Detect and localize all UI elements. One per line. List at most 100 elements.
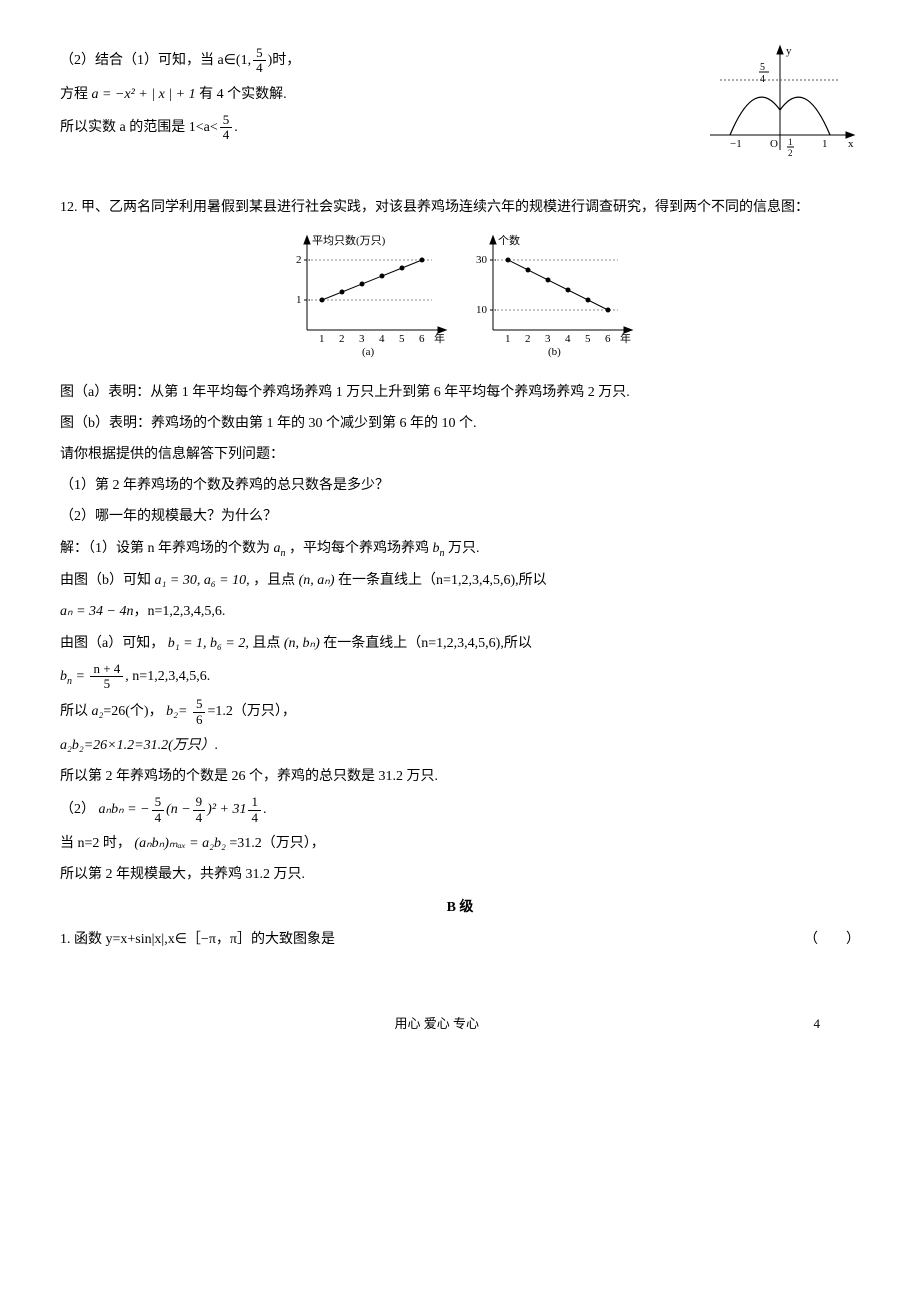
frac-5-4-b: 54 [220, 113, 233, 143]
a2b2-prod: a₂b₂=26×1.2=31.2(万只）. [60, 733, 860, 758]
pt-bn: (n, bₙ) [284, 636, 320, 651]
b2l: b₂= [166, 704, 187, 719]
svg-text:5: 5 [585, 333, 591, 345]
q1-paren: （ ） [804, 927, 860, 952]
svg-text:1: 1 [319, 333, 325, 345]
chart-a-title: 平均只数(万只) [312, 234, 386, 247]
svg-text:1: 1 [505, 333, 511, 345]
origin-label: O [770, 138, 778, 150]
chart-a: 平均只数(万只) 年 1 2 123456 (a) [282, 230, 452, 369]
so: 所以 [60, 704, 88, 719]
cb-yt2: 30 [476, 254, 488, 266]
sh3: 万只. [448, 541, 480, 556]
svg-text:4: 4 [565, 333, 571, 345]
top-parabola-figure: y x O 5 4 −1 1 2 1 [700, 40, 860, 179]
pt-an: (n, aₙ) [299, 573, 335, 588]
p3b: . [234, 120, 238, 135]
cb-yt1: 10 [476, 304, 488, 316]
bn-tail: , n=1,2,3,4,5,6. [125, 669, 210, 684]
svg-text:6: 6 [605, 333, 611, 345]
p1-b: 时， [272, 53, 300, 68]
line-a: 由图（a）可知， b₁ = 1, b₆ = 2, 且点 (n, bₙ) 在一条直… [60, 631, 860, 656]
p2b: 有 4 个实数解. [199, 87, 287, 102]
desc-b: 图（b）表明：养鸡场的个数由第 1 年的 30 个减少到第 6 年的 10 个. [60, 411, 860, 436]
anbn-mid: (n − [166, 802, 191, 817]
sol-head: 解：（1）设第 n 年养鸡场的个数为 an ，平均每个养鸡场养鸡 bn 万只. [60, 536, 860, 563]
y-mark-num: 5 [760, 62, 765, 73]
n2b: =31.2（万只）， [229, 836, 324, 851]
y-axis-label: y [786, 45, 792, 57]
f94: 94 [193, 795, 206, 825]
line-b: 由图（b）可知 a₁ = 30, a₆ = 10, ，且点 (n, aₙ) 在一… [60, 568, 860, 593]
xtick-1: 1 [822, 138, 828, 150]
f54: 54 [152, 795, 165, 825]
part2: （2） aₙbₙ = −54(n −94)² + 3114. [60, 795, 860, 825]
svg-text:6: 6 [419, 333, 425, 345]
an-formula-line: aₙ = 34 − 4n，n=1,2,3,4,5,6. [60, 599, 860, 624]
bn-frac: n + 45 [90, 662, 123, 692]
desc-a: 图（a）表明：从第 1 年平均每个养鸡场养鸡 1 万只上升到第 6 年平均每个养… [60, 380, 860, 405]
svg-text:4: 4 [379, 333, 385, 345]
bn-sym: bn [433, 541, 445, 556]
svg-text:2: 2 [525, 333, 531, 345]
an-formula: aₙ = 34 − 4n [60, 604, 133, 619]
la1: 由图（a）可知， [60, 636, 164, 651]
lb3: 在一条直线上（n=1,2,3,4,5,6),所以 [338, 573, 547, 588]
charts-row: 平均只数(万只) 年 1 2 123456 (a) [60, 230, 860, 369]
lb1: 由图（b）可知 [60, 573, 151, 588]
la3: 在一条直线上（n=1,2,3,4,5,6),所以 [323, 636, 532, 651]
q1-text: 1. 函数 y=x+sin|x|,x∈［−π，π］的大致图象是 [60, 927, 335, 952]
p2a: 方程 [60, 87, 88, 102]
a1a6: a₁ = 30, a₆ = 10, [155, 573, 250, 588]
cb-xticks: 123456 [505, 333, 611, 345]
q12: 12. 甲、乙两名同学利用暑假到某县进行社会实践，对该县养鸡场连续六年的规模进行… [60, 195, 860, 220]
n2a: 当 n=2 时， [60, 836, 131, 851]
a2b2: a₂b₂=26×1.2=31.2(万只）. [60, 738, 218, 753]
svg-text:5: 5 [399, 333, 405, 345]
chart-b: 个数 年 10 30 123456 (b) [468, 230, 638, 369]
f14: 14 [248, 795, 261, 825]
sh2: ，平均每个养鸡场养鸡 [289, 541, 429, 556]
parabola-svg: y x O 5 4 −1 1 2 1 [700, 40, 860, 170]
chart-b-title: 个数 [498, 234, 520, 247]
a2b2-values: 所以 a₂=26(个)， b₂= 56=1.2（万只）， [60, 697, 860, 727]
y-mark-den: 4 [760, 74, 765, 85]
an-sym: an [274, 541, 286, 556]
page-number: 4 [814, 1012, 821, 1035]
footer: 用心 爱心 专心 4 [60, 1012, 860, 1035]
ca-yt1: 1 [296, 294, 302, 306]
xtick-neg1: −1 [730, 138, 742, 150]
conclusion1: 所以第 2 年养鸡场的个数是 26 个，养鸡的总只数是 31.2 万只. [60, 764, 860, 789]
la2: 且点 [252, 636, 280, 651]
a2: a₂ [92, 704, 104, 719]
lb2: ，且点 [253, 573, 295, 588]
anbn-lhs: aₙbₙ = − [99, 802, 150, 817]
x-axis-label: x [848, 138, 854, 150]
level-b: B 级 [60, 895, 860, 920]
q1-line: 1. 函数 y=x+sin|x|,x∈［−π，π］的大致图象是 （ ） [60, 927, 860, 952]
bn-formula-line: bn = n + 45, n=1,2,3,4,5,6. [60, 662, 860, 692]
conclusion2: 所以第 2 年规模最大，共养鸡 31.2 万只. [60, 862, 860, 887]
p2l: （2） [60, 802, 95, 817]
a2eq: =26(个)， [103, 704, 162, 719]
frac-5-4-a: 54 [253, 46, 266, 76]
n2-expr: (aₙbₙ)ₘₐₓ = a₂b₂ [134, 836, 225, 851]
chart-a-sub: (a) [362, 346, 375, 358]
an-tail: ，n=1,2,3,4,5,6. [133, 604, 225, 619]
anbn-mid2: )² + 31 [207, 802, 246, 817]
xtick-half-den: 2 [788, 148, 793, 158]
b2-frac: 56 [193, 697, 206, 727]
footer-text: 用心 爱心 专心 [394, 1016, 479, 1031]
xtick-half-num: 1 [788, 137, 793, 147]
sub1: （1）第 2 年养鸡场的个数及养鸡的总只数各是多少？ [60, 473, 860, 498]
chart-a-xlabel: 年 [434, 331, 445, 345]
chart-b-xlabel: 年 [620, 331, 631, 345]
b2eq: =1.2（万只）， [207, 704, 295, 719]
b1b6: b₁ = 1, b₆ = 2, [168, 636, 249, 651]
ca-xticks: 123456 [319, 333, 425, 345]
bn-lhs: bn = [60, 669, 88, 684]
n2-line: 当 n=2 时， (aₙbₙ)ₘₐₓ = a₂b₂ =31.2（万只）， [60, 831, 860, 856]
anbn-end: . [263, 802, 267, 817]
sub2: （2）哪一年的规模最大？为什么？ [60, 504, 860, 529]
p3a: 所以实数 a 的范围是 1<a< [60, 120, 218, 135]
